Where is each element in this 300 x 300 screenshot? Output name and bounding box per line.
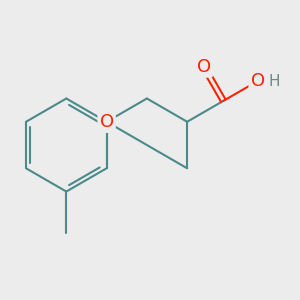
Text: O: O: [250, 72, 265, 90]
Text: O: O: [100, 113, 114, 131]
Text: H: H: [268, 74, 280, 88]
Text: O: O: [196, 58, 211, 76]
